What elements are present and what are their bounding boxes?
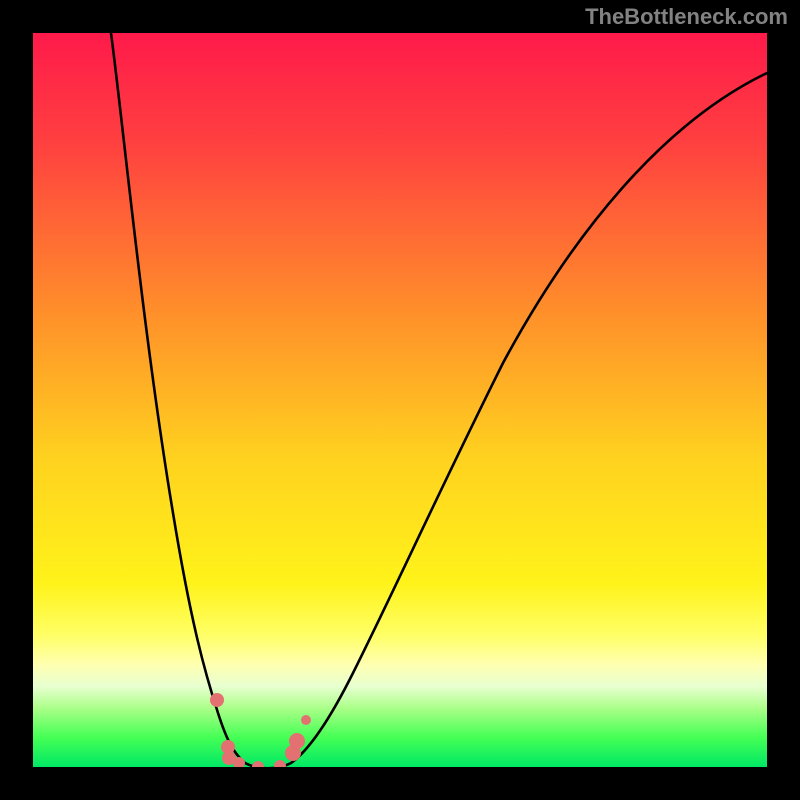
curve-path: [111, 33, 767, 767]
curve-marker: [210, 693, 224, 707]
curve-marker: [289, 733, 305, 749]
watermark-text: TheBottleneck.com: [585, 4, 788, 30]
curve-marker: [274, 760, 286, 767]
plot-area: [33, 33, 767, 767]
curve-marker: [301, 715, 311, 725]
bottleneck-curve: [33, 33, 767, 767]
curve-marker: [252, 761, 264, 767]
curve-marker: [233, 757, 245, 767]
stage: TheBottleneck.com: [0, 0, 800, 800]
